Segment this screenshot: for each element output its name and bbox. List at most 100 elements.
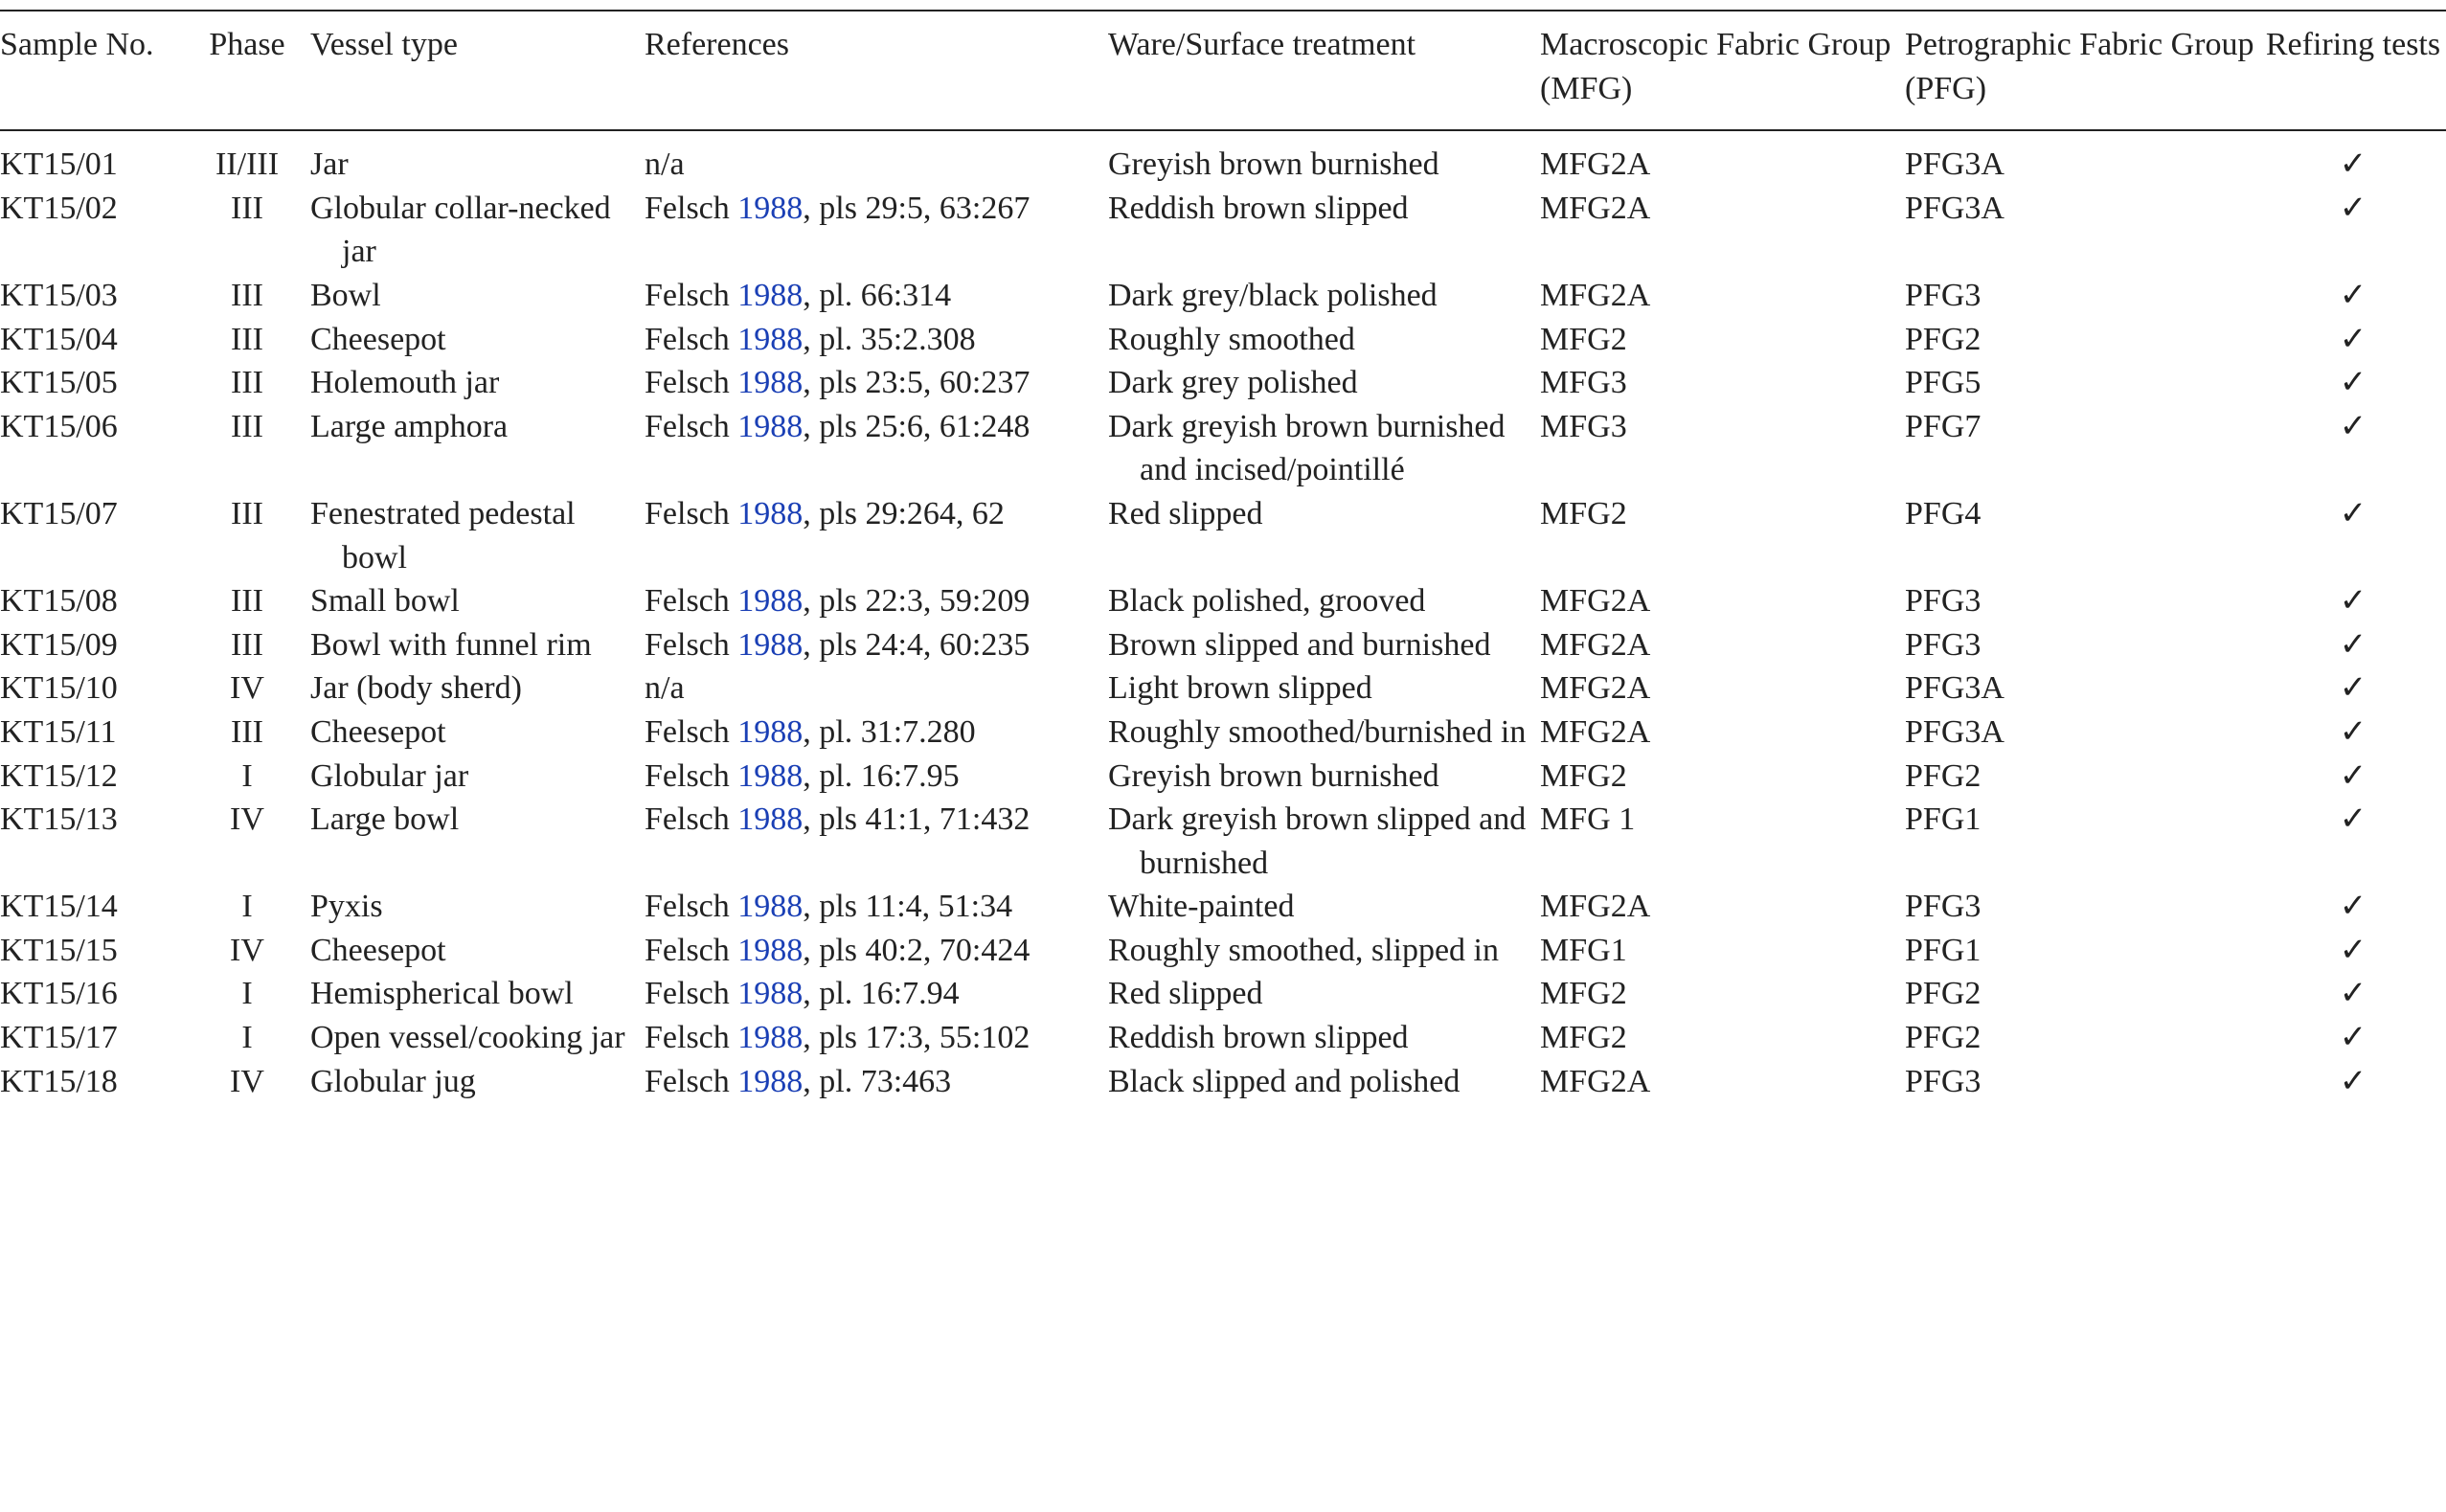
sample-no-cell: KT15/01 <box>0 147 118 183</box>
table-row: KT15/02 III Globular collar-necked jar Fels… <box>0 187 2446 274</box>
sample-no-cell: KT15/17 <box>0 1020 118 1056</box>
references-cell: Felsch 1988, pls 41:1, 71:432 <box>645 798 1108 885</box>
ref-year-link[interactable]: 1988 <box>737 277 804 313</box>
ware-cell: Dark greyish brown slipped and burnished <box>1108 801 1527 881</box>
ref-year-link[interactable]: 1988 <box>737 408 804 444</box>
ref-year-link[interactable]: 1988 <box>737 976 804 1012</box>
sample-no-cell: KT15/09 <box>0 626 118 663</box>
ref-author: Felsch <box>645 190 730 226</box>
ware-cell: Light brown slipped <box>1108 670 1372 707</box>
phase-cell: III <box>231 626 263 663</box>
column-header: Macroscopic Fabric Group (MFG) <box>1540 27 1891 106</box>
ware-cell: Dark grey polished <box>1108 365 1358 401</box>
ref-pages: , pls 40:2, 70:424 <box>803 932 1030 968</box>
phase-cell: IV <box>230 670 264 707</box>
ref-pages: , pl. 31:7.280 <box>803 713 976 750</box>
refiring-cell: ✓ <box>2339 321 2367 357</box>
sample-no-cell: KT15/10 <box>0 670 118 707</box>
column-header: Phase <box>209 27 285 62</box>
ref-author: Felsch <box>645 932 730 968</box>
mfg-cell: MFG1 <box>1540 932 1627 968</box>
ref-year-link[interactable]: 1988 <box>737 1020 804 1056</box>
vessel-type-cell: Cheesepot <box>310 932 446 968</box>
ref-year-link[interactable]: 1988 <box>737 713 804 750</box>
mfg-cell: MFG2A <box>1540 713 1651 750</box>
phase-cell: IV <box>230 932 264 968</box>
ware-cell: Roughly smoothed <box>1108 321 1355 357</box>
ref-year-link[interactable]: 1988 <box>737 190 804 226</box>
sample-no-cell: KT15/06 <box>0 408 118 444</box>
references-cell: Felsch 1988, pls 29:5, 63:267 <box>645 187 1108 274</box>
phase-cell: III <box>231 321 263 357</box>
mfg-cell: MFG2 <box>1540 1020 1627 1056</box>
ref-year-link[interactable]: 1988 <box>737 801 804 838</box>
table-row: KT15/08 III Small bowl Felsch 1988, pls 22:… <box>0 579 2446 623</box>
table-row: KT15/12 I Globular jar Felsch 1988, pl. 16:… <box>0 755 2446 799</box>
ref-year-link[interactable]: 1988 <box>737 889 804 925</box>
data-table: Sample No. Phase Vessel type References Ware… <box>0 10 2446 1103</box>
sample-no-cell: KT15/18 <box>0 1063 118 1099</box>
ware-cell: Roughly smoothed/burnished in <box>1108 713 1527 750</box>
ware-cell: Brown slipped and burnished <box>1108 626 1491 663</box>
pfg-cell: PFG3A <box>1905 713 2004 750</box>
ref-author: Felsch <box>645 757 730 794</box>
sample-no-cell: KT15/04 <box>0 321 118 357</box>
mfg-cell: MFG2A <box>1540 147 1651 183</box>
pfg-cell: PFG2 <box>1905 757 1982 794</box>
vessel-type-cell: Pyxis <box>310 889 383 925</box>
header-row: Sample No. Phase Vessel type References Ware… <box>0 11 2446 131</box>
pfg-cell: PFG1 <box>1905 801 1982 838</box>
sample-no-cell: KT15/12 <box>0 757 118 794</box>
pfg-cell: PFG5 <box>1905 365 1982 401</box>
refiring-cell: ✓ <box>2339 626 2367 663</box>
refiring-cell: ✓ <box>2339 365 2367 401</box>
ref-pages: , pls 25:6, 61:248 <box>803 408 1030 444</box>
refiring-cell: ✓ <box>2339 408 2367 444</box>
ref-pages: , pl. 73:463 <box>803 1063 952 1099</box>
references-cell: Felsch 1988, pls 11:4, 51:34 <box>645 885 1108 929</box>
ref-author: Felsch <box>645 408 730 444</box>
refiring-cell: ✓ <box>2339 757 2367 794</box>
ware-cell: Black slipped and polished <box>1108 1063 1461 1099</box>
pfg-cell: PFG2 <box>1905 976 1982 1012</box>
vessel-type-cell: Globular jug <box>310 1063 476 1099</box>
pfg-cell: PFG3A <box>1905 670 2004 707</box>
column-header: Ware/Surface treatment <box>1108 27 1416 62</box>
ref-year-link[interactable]: 1988 <box>737 1063 804 1099</box>
phase-cell: III <box>231 277 263 313</box>
column-header: Sample No. <box>0 27 154 62</box>
vessel-type-cell: Fenestrated pedestal bowl <box>310 495 576 575</box>
table-row: KT15/14 I Pyxis Felsch 1988, pls 11:4, 51:3… <box>0 885 2446 929</box>
ref-author: Felsch <box>645 976 730 1012</box>
refiring-cell: ✓ <box>2339 670 2367 707</box>
mfg-cell: MFG2A <box>1540 626 1651 663</box>
references-cell: Felsch 1988, pl. 31:7.280 <box>645 711 1108 755</box>
ref-year-link[interactable]: 1988 <box>737 583 804 620</box>
ref-year-link[interactable]: 1988 <box>737 626 804 663</box>
vessel-type-cell: Cheesepot <box>310 321 446 357</box>
vessel-type-cell: Cheesepot <box>310 713 446 750</box>
references-cell: Felsch 1988, pls 40:2, 70:424 <box>645 929 1108 973</box>
ref-author: Felsch <box>645 583 730 620</box>
sample-no-cell: KT15/11 <box>0 713 117 750</box>
mfg-cell: MFG2A <box>1540 1063 1651 1099</box>
vessel-type-cell: Jar (body sherd) <box>310 670 522 707</box>
ref-year-link[interactable]: 1988 <box>737 495 804 531</box>
pfg-cell: PFG2 <box>1905 1020 1982 1056</box>
ref-year-link[interactable]: 1988 <box>737 757 804 794</box>
references-cell: Felsch 1988, pl. 66:314 <box>645 274 1108 318</box>
column-header: Refiring tests <box>2265 27 2441 62</box>
table-row: KT15/15 IV Cheesepot Felsch 1988, pls 40:2,… <box>0 929 2446 973</box>
ref-year-link[interactable]: 1988 <box>737 365 804 401</box>
references-cell: Felsch 1988, pl. 16:7.94 <box>645 972 1108 1016</box>
refiring-cell: ✓ <box>2339 583 2367 620</box>
references-cell: Felsch 1988, pl. 16:7.95 <box>645 755 1108 799</box>
table-row: KT15/16 I Hemispherical bowl Felsch 1988, p… <box>0 972 2446 1016</box>
sample-no-cell: KT15/16 <box>0 976 118 1012</box>
references-cell: Felsch 1988, pls 23:5, 60:237 <box>645 361 1108 405</box>
table-row: KT15/09 III Bowl with funnel rim Felsch 198… <box>0 623 2446 667</box>
ref-year-link[interactable]: 1988 <box>737 932 804 968</box>
ref-year-link[interactable]: 1988 <box>737 321 804 357</box>
ref-pages: , pl. 66:314 <box>803 277 952 313</box>
mfg-cell: MFG2A <box>1540 889 1651 925</box>
